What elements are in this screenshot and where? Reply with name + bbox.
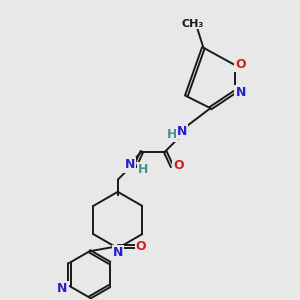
Text: N: N	[125, 158, 135, 171]
Text: H: H	[138, 163, 148, 176]
Text: CH₃: CH₃	[181, 19, 203, 28]
Text: N: N	[57, 281, 68, 295]
Text: N: N	[177, 125, 188, 138]
Text: N: N	[236, 85, 246, 99]
Text: O: O	[173, 159, 184, 172]
Text: O: O	[124, 159, 134, 172]
Text: N: N	[112, 246, 123, 259]
Text: O: O	[236, 58, 246, 71]
Text: O: O	[136, 240, 146, 253]
Text: H: H	[167, 128, 177, 141]
